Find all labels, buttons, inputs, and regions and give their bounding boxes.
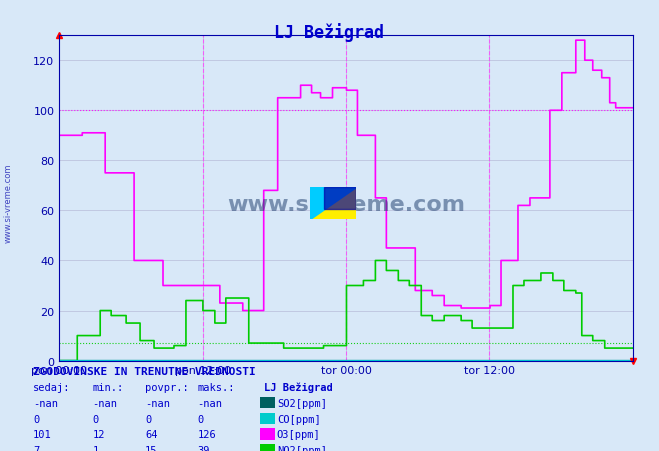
Text: O3[ppm]: O3[ppm] (277, 429, 320, 439)
Text: 64: 64 (145, 429, 158, 439)
Text: 0: 0 (33, 414, 39, 423)
Text: 0: 0 (198, 414, 204, 423)
Polygon shape (324, 188, 356, 210)
Text: LJ Bežigrad: LJ Bežigrad (275, 23, 384, 41)
Text: CO[ppm]: CO[ppm] (277, 414, 320, 423)
Text: 12: 12 (92, 429, 105, 439)
Text: 1: 1 (92, 445, 98, 451)
Text: 101: 101 (33, 429, 51, 439)
Text: SO2[ppm]: SO2[ppm] (277, 398, 327, 408)
Text: 126: 126 (198, 429, 216, 439)
Text: -nan: -nan (198, 398, 223, 408)
Text: -nan: -nan (33, 398, 58, 408)
Polygon shape (310, 188, 356, 219)
Text: sedaj:: sedaj: (33, 382, 71, 392)
Text: povpr.:: povpr.: (145, 382, 188, 392)
Text: 7: 7 (33, 445, 39, 451)
Text: -nan: -nan (92, 398, 117, 408)
Text: 15: 15 (145, 445, 158, 451)
Text: -nan: -nan (145, 398, 170, 408)
Text: ZGODOVINSKE IN TRENUTNE VREDNOSTI: ZGODOVINSKE IN TRENUTNE VREDNOSTI (33, 366, 256, 376)
Text: min.:: min.: (92, 382, 123, 392)
Text: NO2[ppm]: NO2[ppm] (277, 445, 327, 451)
Text: 0: 0 (92, 414, 98, 423)
Text: www.si-vreme.com: www.si-vreme.com (3, 163, 13, 243)
Text: 0: 0 (145, 414, 151, 423)
Polygon shape (310, 188, 356, 219)
Text: maks.:: maks.: (198, 382, 235, 392)
Text: www.si-vreme.com: www.si-vreme.com (227, 195, 465, 215)
Text: LJ Bežigrad: LJ Bežigrad (264, 382, 332, 392)
Text: 39: 39 (198, 445, 210, 451)
